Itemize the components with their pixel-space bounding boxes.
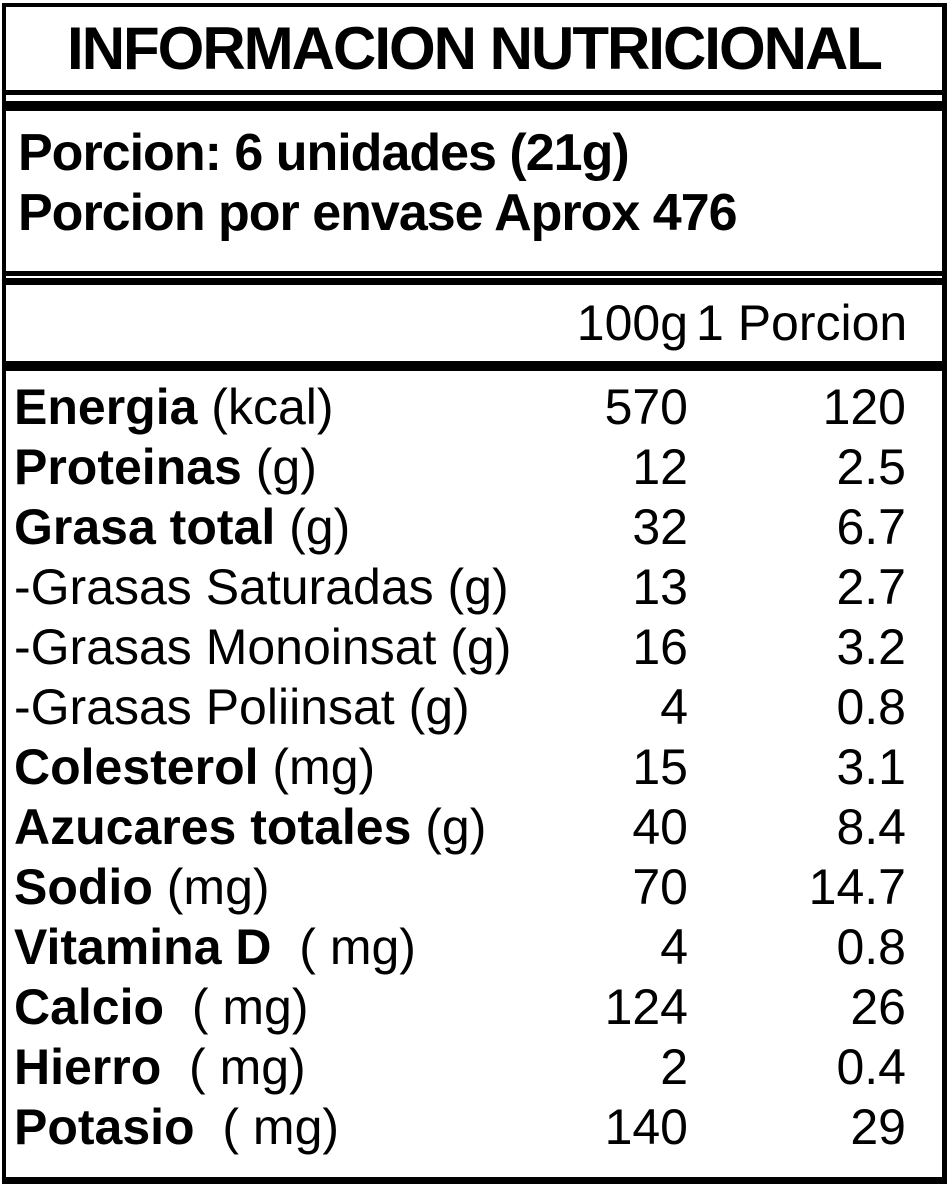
nutrient-unit: ( mg): [161, 1039, 306, 1095]
table-row-hierro: Hierro ( mg) 2 0.4: [6, 1037, 942, 1097]
table-row-proteinas: Proteinas (g) 12 2.5: [6, 437, 942, 497]
nutrient-name-bold: Energia: [14, 379, 198, 435]
nutrient-name: Azucares totales (g): [14, 798, 526, 856]
nutrient-name: -Grasas Saturadas (g): [14, 558, 526, 616]
nutrient-unit: ( mg): [164, 979, 309, 1035]
divider-bar-thick: [6, 361, 942, 371]
value-portion: 2.5: [836, 439, 906, 495]
value-100g: 124: [604, 979, 688, 1035]
value-100g: 13: [632, 559, 688, 615]
title-section: INFORMACION NUTRICIONAL: [6, 7, 942, 95]
nutrient-unit: ( mg): [194, 1099, 340, 1155]
value-portion: 2.7: [836, 559, 906, 615]
table-row-calcio: Calcio ( mg) 124 26: [6, 977, 942, 1037]
value-portion: 29: [850, 1099, 906, 1155]
serving-section: Porcion: 6 unidades (21g) Porcion por en…: [6, 111, 942, 276]
nutrient-name: Colesterol (mg): [14, 738, 526, 796]
nutrient-name: Proteinas (g): [14, 438, 526, 496]
nutrient-name: -Grasas Monoinsat (g): [14, 618, 526, 676]
serving-size-text: Porcion: 6 unidades (21g): [18, 124, 630, 182]
nutrition-label: INFORMACION NUTRICIONAL Porcion: 6 unida…: [2, 3, 947, 1184]
table-row-grasas-poliinsat: -Grasas Poliinsat (g) 4 0.8: [6, 677, 942, 737]
value-100g: 140: [604, 1099, 688, 1155]
table-row-sodio: Sodio (mg) 70 14.7: [6, 857, 942, 917]
value-portion: 26: [850, 979, 906, 1035]
nutrient-unit: ( mg): [271, 919, 416, 975]
nutrient-name-bold: Hierro: [14, 1039, 162, 1095]
table-row-grasas-saturadas: -Grasas Saturadas (g) 13 2.7: [6, 557, 942, 617]
value-100g: 12: [632, 439, 688, 495]
value-100g: 16: [632, 619, 688, 675]
value-100g: 570: [604, 379, 688, 435]
nutrient-unit: -Grasas Saturadas (g): [14, 559, 509, 615]
table-row-colesterol: Colesterol (mg) 15 3.1: [6, 737, 942, 797]
value-portion: 6.7: [836, 499, 906, 555]
nutrient-unit: (kcal): [197, 379, 334, 435]
nutrient-unit: (g): [411, 799, 487, 855]
value-100g: 15: [632, 739, 688, 795]
nutrient-name-bold: Sodio: [14, 859, 153, 915]
value-portion: 120: [822, 379, 906, 435]
column-header-100g: 100g: [576, 295, 688, 351]
value-portion: 0.8: [836, 919, 906, 975]
nutrient-name: Calcio ( mg): [14, 978, 526, 1036]
nutrient-name: Potasio ( mg): [14, 1098, 526, 1156]
table-row-energia: Energia (kcal) 570 120: [6, 377, 942, 437]
column-header-row: 100g 1 Porcion: [6, 285, 942, 361]
nutrient-name: Sodio (mg): [14, 858, 526, 916]
nutrient-unit: -Grasas Poliinsat (g): [14, 679, 470, 735]
table-row-grasa-total: Grasa total (g) 32 6.7: [6, 497, 942, 557]
column-header-portion: 1 Porcion: [696, 295, 908, 351]
value-portion: 8.4: [836, 799, 906, 855]
nutrient-name-bold: Potasio: [14, 1099, 195, 1155]
value-portion: 3.2: [836, 619, 906, 675]
nutrient-name: Energia (kcal): [14, 378, 526, 436]
nutrient-unit: (g): [275, 499, 351, 555]
table-row-azucares-totales: Azucares totales (g) 40 8.4: [6, 797, 942, 857]
nutrient-name: Hierro ( mg): [14, 1038, 526, 1096]
nutrient-name-bold: Azucares totales: [14, 799, 412, 855]
nutrient-unit: (mg): [258, 739, 376, 795]
nutrient-name-bold: Calcio: [14, 979, 165, 1035]
divider-bar-thick: [6, 278, 942, 285]
nutrient-name-bold: Colesterol: [14, 739, 259, 795]
nutrient-name: -Grasas Poliinsat (g): [14, 678, 526, 736]
table-row-grasas-monoinsat: -Grasas Monoinsat (g) 16 3.2: [6, 617, 942, 677]
nutrient-unit: -Grasas Monoinsat (g): [14, 619, 512, 675]
value-100g: 32: [632, 499, 688, 555]
table-row-vitamina-d: Vitamina D ( mg) 4 0.8: [6, 917, 942, 977]
value-100g: 70: [632, 859, 688, 915]
value-100g: 4: [660, 679, 688, 735]
nutrient-name-bold: Proteinas: [14, 439, 242, 495]
nutrient-name: Grasa total (g): [14, 498, 526, 556]
value-portion: 14.7: [808, 859, 906, 915]
nutrient-unit: (mg): [152, 859, 270, 915]
nutrient-name-bold: Grasa total: [14, 499, 276, 555]
value-portion: 0.4: [836, 1039, 906, 1095]
nutrient-unit: (g): [241, 439, 317, 495]
servings-per-container-text: Porcion por envase Aprox 476: [18, 184, 738, 242]
value-100g: 4: [660, 919, 688, 975]
value-portion: 0.8: [836, 679, 906, 735]
value-100g: 2: [660, 1039, 688, 1095]
value-portion: 3.1: [836, 739, 906, 795]
divider-bar-thick: [6, 101, 942, 111]
label-title: INFORMACION NUTRICIONAL: [67, 15, 883, 82]
nutrient-table: Energia (kcal) 570 120 Proteinas (g) 12 …: [6, 371, 942, 1177]
nutrient-name: Vitamina D ( mg): [14, 918, 526, 976]
nutrient-name-bold: Vitamina D: [14, 919, 272, 975]
table-row-potasio: Potasio ( mg) 140 29: [6, 1097, 942, 1157]
value-100g: 40: [632, 799, 688, 855]
